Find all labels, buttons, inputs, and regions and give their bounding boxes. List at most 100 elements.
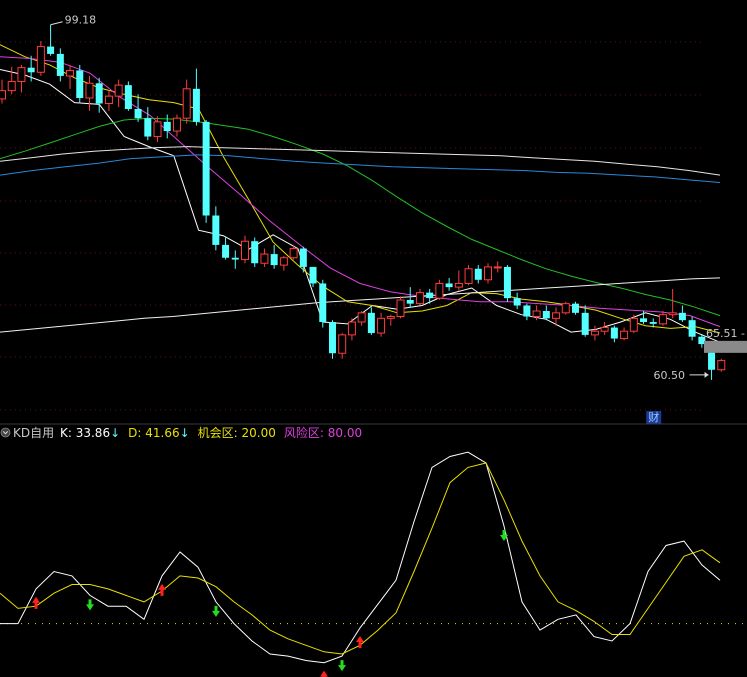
candle-66: [640, 311, 648, 324]
candle-11: [104, 90, 113, 111]
candle-60: [581, 305, 589, 337]
candle-48: [464, 265, 473, 286]
candle-28: [270, 244, 278, 269]
kd-indicator-arrow-0: ↓: [110, 426, 120, 440]
candle-52: [503, 265, 511, 302]
candle-31: [299, 246, 307, 273]
candle-7: [66, 64, 75, 89]
candle-9: [85, 75, 94, 111]
kd-indicator-2: 机会区: 20.00: [198, 426, 276, 440]
candle-24: [231, 250, 239, 269]
kd-line-D: [0, 462, 721, 655]
candle-46: [445, 277, 453, 291]
last-price-label: 65.51 -: [706, 327, 745, 340]
candle-23: [222, 237, 230, 260]
kd-signals: [32, 529, 508, 677]
candle-4: [36, 41, 45, 76]
candle-70: [678, 305, 686, 323]
candle-74: [717, 358, 726, 372]
candle-68: [658, 311, 667, 326]
candle-34: [328, 320, 336, 359]
candle-57: [552, 307, 561, 326]
high-pointer: [50, 21, 63, 26]
candle-35: [338, 333, 347, 359]
candle-6: [56, 48, 64, 82]
candle-10: [95, 77, 103, 113]
candle-53: [513, 292, 521, 310]
kd-indicator-1: D: 41.66: [128, 426, 179, 440]
candle-37: [357, 311, 366, 326]
candle-14: [134, 94, 142, 122]
price-annotations: 99.18 60.50 65.51 - 财: [50, 14, 747, 424]
kd-signal-sell-1: [86, 599, 94, 611]
high-price-label: 99.18: [65, 14, 97, 27]
candle-26: [251, 237, 259, 267]
candle-22: [212, 206, 220, 251]
candle-65: [629, 314, 638, 334]
candle-25: [241, 235, 249, 264]
kd-lines: [0, 451, 721, 664]
ma-line-3: [0, 56, 721, 328]
kd-signal-buy-2: [158, 583, 166, 596]
candle-44: [426, 288, 434, 304]
candle-17: [163, 114, 171, 139]
event-marker-bg: [646, 411, 662, 424]
kd-indicator-3: 风险区: 80.00: [284, 425, 362, 440]
candle-1: [7, 66, 16, 95]
candle-41: [396, 296, 405, 319]
candle-13: [124, 81, 132, 111]
candle-5: [47, 24, 55, 56]
candle-33: [319, 279, 327, 328]
candle-51: [493, 261, 502, 273]
candle-8: [76, 64, 84, 104]
kd-signal-sell-7: [500, 529, 508, 541]
candle-27: [260, 248, 269, 267]
candle-32: [309, 266, 317, 288]
candle-43: [415, 288, 424, 306]
candle-18: [172, 114, 181, 137]
candle-54: [523, 303, 531, 321]
candlesticks: [0, 24, 726, 380]
kd-signal-sell-5: [338, 660, 346, 672]
candle-50: [484, 263, 492, 284]
low-price-label: 60.50: [654, 369, 686, 382]
ma-line-1: [0, 69, 721, 343]
collapse-icon[interactable]: [0, 427, 11, 438]
candle-19: [182, 79, 191, 124]
candle-42: [406, 287, 414, 308]
candle-63: [610, 325, 618, 343]
candle-3: [27, 55, 35, 82]
kd-indicator-0: K: 33.86: [60, 426, 110, 440]
kd-line-K: [0, 451, 721, 664]
candle-49: [474, 265, 482, 284]
candle-72: [698, 333, 706, 348]
ma-line-7: [0, 277, 721, 333]
candle-21: [202, 120, 210, 223]
last-price-tag: [704, 340, 747, 353]
candle-36: [347, 318, 356, 341]
candle-12: [114, 79, 123, 108]
candle-58: [561, 301, 570, 315]
candle-38: [367, 307, 375, 335]
candle-71: [688, 316, 696, 341]
candle-64: [620, 327, 629, 341]
kd-signal-buy-6: [356, 635, 364, 648]
candle-47: [454, 270, 463, 291]
candle-67: [649, 318, 657, 328]
candle-40: [386, 314, 395, 326]
ma-line-6: [0, 154, 721, 183]
kd-signal-buy-4: [320, 670, 328, 677]
candle-30: [289, 244, 298, 260]
event-marker[interactable]: 财: [648, 410, 659, 424]
candle-20: [192, 68, 200, 126]
kd-signal-buy-0: [32, 596, 40, 609]
candle-61: [590, 325, 599, 341]
candle-59: [571, 301, 579, 315]
ma-line-4: [0, 117, 721, 317]
kd-signal-sell-3: [212, 605, 220, 617]
kd-indicator-arrow-1: ↓: [180, 426, 190, 440]
candle-45: [435, 279, 444, 300]
candle-15: [144, 107, 152, 141]
